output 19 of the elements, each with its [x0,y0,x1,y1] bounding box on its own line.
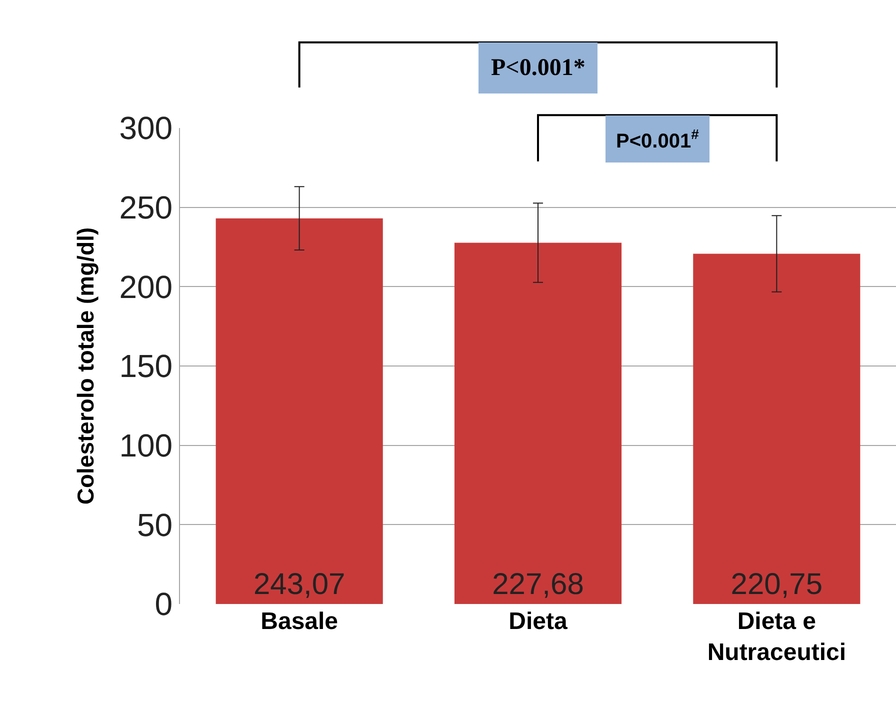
y-tick-label: 250 [119,190,173,226]
bar [693,254,860,604]
y-tick-label: 50 [137,506,173,543]
y-tick-label: 150 [119,348,173,384]
bar [454,242,622,604]
x-tick-label: Dieta [508,608,568,635]
y-tick-label: 200 [119,268,173,305]
y-tick-label: 100 [119,428,173,464]
data-label: 227,68 [492,568,584,601]
text: P<0.001* [491,55,586,81]
bar [216,218,383,604]
y-axis-title: Colesterolo totale (mg/dl) [72,227,99,505]
x-tick-label: Dieta e Nutraceutici [707,608,846,666]
annotation: P<0.001$^{#}$ [616,126,700,152]
data-label: 243,07 [253,568,346,601]
y-tick-label: 300 [119,110,173,146]
data-label: 220,75 [730,568,823,601]
x-tick-label: Basale [260,608,338,635]
y-tick-label: 0 [154,586,173,622]
